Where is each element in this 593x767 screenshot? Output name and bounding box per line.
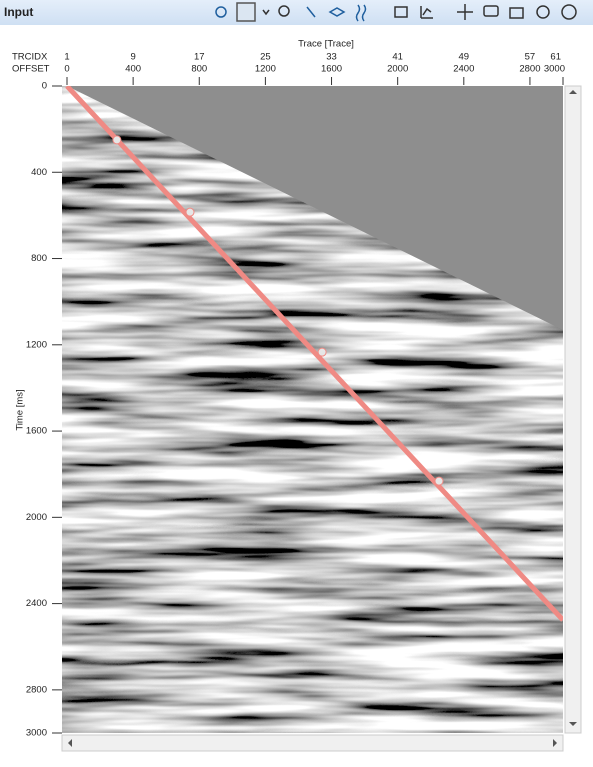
y-tick-label: 800 — [31, 253, 47, 264]
settings-icon[interactable] — [215, 6, 227, 18]
seismic-image — [62, 86, 563, 733]
pick-line — [65, 86, 563, 622]
pick-point — [185, 207, 195, 217]
pick-point — [112, 135, 122, 145]
y-tick-label: 1200 — [26, 339, 47, 350]
y-tick-label: 3000 — [26, 728, 47, 739]
wiggle-icon[interactable] — [355, 4, 367, 22]
horizontal-scrollbar[interactable] — [61, 734, 564, 752]
trcidx-tick-label: 1 — [64, 52, 69, 63]
offset-tick-label: 1200 — [255, 64, 276, 75]
layers-icon[interactable] — [328, 7, 346, 17]
dropdown[interactable] — [262, 9, 270, 16]
offset-tick-label: 3000 — [544, 64, 565, 75]
trcidx-tick-label: 9 — [130, 52, 135, 63]
y-tick-label: 2400 — [26, 598, 47, 609]
x-axis-title: Trace [Trace] — [298, 39, 354, 50]
trcidx-tick-label: 61 — [550, 52, 561, 63]
zoom-icon[interactable] — [278, 5, 290, 17]
panel-title: Input — [4, 5, 33, 19]
y-tick-label: 2000 — [26, 512, 47, 523]
y-tick-label: 0 — [42, 81, 47, 92]
comment-icon[interactable] — [483, 5, 499, 17]
trcidx-tick-label: 17 — [194, 52, 205, 63]
offset-tick-label: 2000 — [387, 64, 408, 75]
pick-point — [317, 347, 327, 357]
offset-tick-label: 2400 — [453, 64, 474, 75]
offset-tick-label: 400 — [125, 64, 141, 75]
pick-point — [434, 476, 444, 486]
crosshair-icon[interactable] — [457, 4, 473, 20]
y-axis-title: Time [ms] — [15, 389, 26, 430]
export-icon[interactable] — [509, 7, 524, 19]
offset-tick-label: 0 — [64, 64, 69, 75]
offset-tick-label: 2800 — [519, 64, 540, 75]
trcidx-label: TRCIDX — [12, 52, 48, 63]
offset-tick-label: 800 — [191, 64, 207, 75]
trcidx-tick-label: 49 — [459, 52, 470, 63]
offset-label: OFFSET — [12, 64, 50, 75]
trcidx-tick-label: 33 — [326, 52, 337, 63]
trcidx-tick-label: 57 — [525, 52, 536, 63]
target-icon[interactable] — [536, 5, 550, 19]
pan-icon[interactable] — [306, 6, 316, 18]
toolbar[interactable] — [215, 2, 577, 22]
chart-icon[interactable] — [420, 6, 433, 19]
trcidx-tick-label: 41 — [392, 52, 403, 63]
muted-zone — [67, 86, 563, 330]
y-tick-label: 1600 — [26, 426, 47, 437]
offset-tick-label: 1600 — [321, 64, 342, 75]
compass-icon[interactable] — [561, 4, 577, 20]
trcidx-tick-label: 25 — [260, 52, 271, 63]
y-tick-label: 400 — [31, 167, 47, 178]
title-bar — [0, 0, 593, 25]
select-icon[interactable] — [236, 2, 256, 22]
grid-icon[interactable] — [394, 6, 408, 18]
y-tick-label: 2800 — [26, 684, 47, 695]
vertical-scrollbar[interactable] — [564, 85, 582, 734]
